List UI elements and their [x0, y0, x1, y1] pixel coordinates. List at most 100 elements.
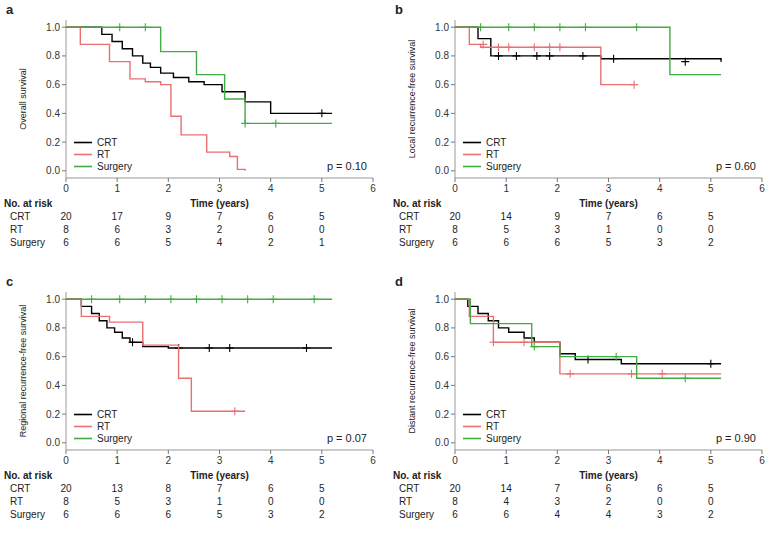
risk-count: 6 — [268, 211, 274, 222]
censor-mark — [581, 23, 589, 31]
legend-label: RT — [97, 149, 110, 160]
x-tick-label: 0 — [452, 183, 458, 194]
risk-count: 0 — [657, 224, 663, 235]
x-tick — [557, 450, 558, 454]
risk-count: 7 — [606, 211, 612, 222]
risk-count: 8 — [166, 483, 172, 494]
legend-label: Surgery — [97, 161, 132, 172]
risk-count: 2 — [606, 496, 612, 507]
y-tick-label: 0.2 — [46, 137, 60, 148]
y-tick-label: 1.0 — [46, 22, 60, 33]
p-value: p = 0.90 — [716, 432, 756, 444]
censor-mark — [116, 23, 124, 31]
censor-mark — [494, 52, 502, 60]
risk-count: 5 — [606, 237, 612, 248]
legend-swatch — [74, 438, 92, 440]
x-tick — [608, 178, 609, 182]
censor-mark — [612, 353, 620, 361]
x-tick-label: 3 — [217, 183, 223, 194]
panel: a0.00.20.40.60.81.00123456Overall surviv… — [4, 2, 376, 248]
risk-count: 20 — [60, 211, 72, 222]
risk-count: 2 — [217, 224, 223, 235]
y-axis-label: Distant recurrence-free survival — [407, 308, 417, 433]
y-tick-label: 0.8 — [46, 322, 60, 333]
y-tick-label: 0.0 — [435, 165, 449, 176]
risk-count: 7 — [217, 211, 223, 222]
risk-row-label: Surgery — [399, 237, 434, 248]
y-tick-label: 0.0 — [435, 437, 449, 448]
risk-count: 4 — [217, 237, 223, 248]
risk-table-header: No. at risk — [393, 198, 442, 209]
risk-table-header: No. at risk — [393, 470, 442, 481]
censor-mark — [192, 295, 200, 303]
legend-swatch — [463, 414, 481, 416]
panel: b0.00.20.40.60.81.00123456Local recurren… — [393, 2, 765, 248]
risk-count: 8 — [63, 496, 69, 507]
x-tick — [710, 178, 711, 182]
y-tick-label: 0.0 — [46, 165, 60, 176]
survival-curve — [66, 27, 332, 123]
y-tick — [62, 142, 66, 143]
censor-mark — [630, 81, 638, 89]
risk-count: 6 — [555, 237, 561, 248]
censor-mark — [610, 55, 618, 63]
panel-label: b — [395, 2, 403, 17]
risk-count: 3 — [657, 509, 663, 520]
risk-count: 20 — [60, 483, 72, 494]
censor-mark — [141, 23, 149, 31]
x-tick — [659, 450, 660, 454]
x-tick — [506, 178, 507, 182]
risk-row-label: CRT — [399, 483, 419, 494]
y-axis-line — [66, 20, 67, 178]
y-axis-line — [455, 292, 456, 450]
x-tick-label: 2 — [166, 183, 172, 194]
y-tick — [62, 356, 66, 357]
figure: a0.00.20.40.60.81.00123456Overall surviv… — [0, 0, 778, 544]
risk-count: 5 — [503, 224, 509, 235]
x-tick — [455, 450, 456, 454]
legend-label: CRT — [97, 409, 117, 420]
y-axis-label: Regional recurrence-free survival — [18, 305, 28, 438]
x-tick — [373, 450, 374, 454]
risk-count: 6 — [503, 237, 509, 248]
risk-count: 1 — [319, 237, 325, 248]
risk-table-header: No. at risk — [4, 198, 53, 209]
y-tick-label: 0.2 — [46, 409, 60, 420]
x-tick — [321, 178, 322, 182]
legend-label: CRT — [486, 409, 506, 420]
censor-mark — [512, 52, 520, 60]
risk-count: 5 — [319, 483, 325, 494]
censor-mark — [707, 360, 715, 368]
risk-count: 5 — [319, 211, 325, 222]
censor-mark — [477, 23, 485, 31]
legend-swatch — [463, 426, 481, 428]
x-tick-label: 1 — [503, 183, 509, 194]
risk-count: 9 — [166, 211, 172, 222]
risk-count: 20 — [449, 483, 461, 494]
y-tick-label: 1.0 — [46, 294, 60, 305]
risk-count: 8 — [452, 496, 458, 507]
y-tick-label: 0.6 — [46, 351, 60, 362]
censor-mark — [505, 43, 513, 51]
risk-count: 20 — [449, 211, 461, 222]
x-tick-label: 4 — [268, 183, 274, 194]
risk-count: 4 — [503, 496, 509, 507]
x-axis-label: Time (years) — [579, 470, 638, 481]
risk-count: 6 — [114, 509, 120, 520]
y-tick — [62, 385, 66, 386]
risk-count: 9 — [555, 211, 561, 222]
y-tick — [451, 27, 455, 28]
x-tick — [168, 178, 169, 182]
legend-label: Surgery — [486, 161, 521, 172]
survival-curve — [455, 299, 721, 378]
risk-count: 6 — [657, 483, 663, 494]
risk-count: 6 — [63, 237, 69, 248]
legend-label: Surgery — [97, 433, 132, 444]
plot-area — [66, 295, 332, 415]
risk-count: 0 — [268, 224, 274, 235]
survival-curve — [455, 27, 721, 74]
survival-curve — [66, 299, 332, 348]
legend-swatch — [463, 438, 481, 440]
legend-swatch — [74, 414, 92, 416]
x-axis-label: Time (years) — [190, 198, 249, 209]
